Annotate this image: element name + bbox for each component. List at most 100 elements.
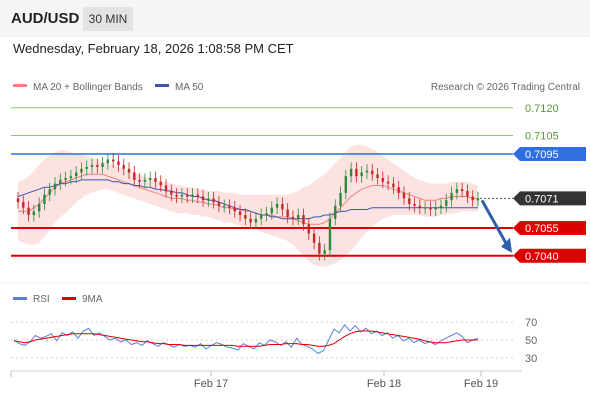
candle-body [80,168,83,173]
candle-body [386,181,390,184]
candle-body [143,179,147,182]
candle-body [249,218,252,223]
candle-body [16,198,20,203]
candle-body [154,178,157,182]
rsi-series-9MA [13,330,478,347]
candle-body [244,215,247,219]
forecast-arrow-head [501,237,512,253]
candle-body [392,183,395,188]
timeframe-button[interactable]: 30 MIN [83,7,133,31]
candle-body [207,198,210,201]
candle-body [96,165,99,167]
level-label-0.7071: 0.7071 [525,193,559,205]
candle-body [302,215,305,225]
candle-body [175,194,178,197]
candle-body [238,211,242,216]
candle-body [397,187,400,193]
candle-body [291,216,295,219]
candle-body [349,168,353,177]
candle-body [185,194,189,197]
level-label-0.7120: 0.7120 [525,103,559,115]
level-tag-0.7055 [513,221,586,235]
chart-header: AUD/USD 30 MIN [0,0,590,37]
ma50-legend-swatch [155,84,169,87]
candle-body [196,194,199,197]
candle-body [223,205,226,207]
candle-body [64,178,67,180]
candle-body [59,179,62,184]
level-label-0.7105: 0.7105 [525,131,559,143]
candle-body [48,189,51,195]
candle-body [148,178,152,180]
candle-body [32,211,36,216]
forecast-arrow-shaft [480,199,510,248]
candle-body [201,196,205,201]
candle-body [297,215,300,219]
time-label: Feb 19 [464,378,498,390]
candle-body [466,191,469,197]
candle-body [164,185,168,191]
candle-body [37,203,41,212]
candle-body [170,191,173,195]
rsi-tick-70: 70 [525,317,537,329]
candle-body [74,172,78,177]
rsi-legend-label: RSI [33,294,50,305]
candle-body [69,176,73,179]
candle-body [275,203,279,208]
candle-body [418,205,422,208]
level-label-0.7095: 0.7095 [525,149,559,161]
bollinger-band [18,144,478,267]
candle-body [318,242,321,254]
candle-body [22,202,25,208]
ma20-line [18,173,478,225]
candle-body [460,189,464,191]
candle-body [355,168,358,177]
level-tag-0.7095 [513,147,586,161]
candle-body [254,218,258,223]
candle-body [423,207,427,209]
rsi-tick-30: 30 [525,353,537,365]
rsi-ma-legend-label: 9MA [82,294,103,305]
level-label-0.7055: 0.7055 [525,223,559,235]
candle-body [138,179,141,182]
candle-body [106,159,110,164]
level-tag-0.7071 [513,191,586,206]
ma50-legend-label: MA 50 [175,82,204,93]
candle-body [228,205,231,208]
candle-body [344,176,348,193]
candle-body [334,205,337,219]
candle-body [434,207,437,210]
candle-body [101,163,104,167]
candle-body [180,194,184,197]
candle-body [281,203,284,210]
level-label-0.7040: 0.7040 [525,251,559,263]
candle-body [260,215,263,219]
level-tag-0.7040 [513,248,586,263]
candle-body [339,192,342,206]
candle-body [413,203,416,206]
candle-body [408,198,411,204]
candle-body [371,170,374,175]
time-label: Feb 17 [194,378,228,390]
candle-body [111,159,115,162]
candle-body [27,207,30,216]
candle-body [122,165,125,169]
candle-body [328,218,332,251]
candle-body [217,202,221,206]
candle-body [439,205,443,208]
symbol-title: AUD/USD [11,10,80,27]
candle-body [270,207,273,214]
candle-body [476,198,480,201]
candle-body [286,209,289,217]
candle-body [471,196,474,201]
rsi-tick-50: 50 [525,335,537,347]
candle-body [381,178,385,182]
candle-body [323,250,326,254]
rsi-series-RSI [13,323,479,355]
rsi-legend-swatch [13,297,27,300]
ma50-line [17,179,478,220]
candle-body [455,189,459,193]
candle-body [360,172,363,177]
candle-body [212,198,215,203]
